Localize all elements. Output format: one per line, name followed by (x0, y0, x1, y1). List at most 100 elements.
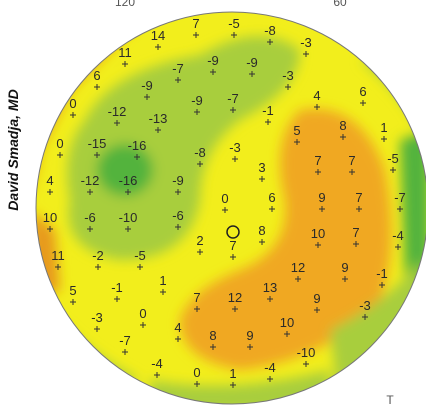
measure-point (231, 32, 237, 38)
measure-point (175, 189, 181, 195)
map-value: -16 (128, 138, 147, 153)
map-value: 10 (43, 210, 57, 225)
measure-point (114, 296, 120, 302)
map-value: 0 (56, 136, 63, 151)
map-value: -9 (141, 78, 153, 93)
map-value: -7 (227, 91, 239, 106)
map-value: 13 (263, 280, 277, 295)
measure-point (230, 254, 236, 260)
measure-point (94, 152, 100, 158)
credit-strip (0, 0, 30, 412)
map-value: 6 (93, 68, 100, 83)
map-value: 14 (151, 28, 165, 43)
map-value: 7 (229, 238, 236, 253)
measure-point (160, 289, 166, 295)
map-value: -10 (119, 210, 138, 225)
measure-point (379, 282, 385, 288)
map-value: -8 (264, 23, 276, 38)
map-value: 8 (339, 118, 346, 133)
measure-point (319, 206, 325, 212)
map-value: 2 (196, 233, 203, 248)
map-value: 1 (159, 273, 166, 288)
map-value: -10 (297, 345, 316, 360)
measure-point (134, 154, 140, 160)
map-value: -6 (84, 210, 96, 225)
map-value: -6 (172, 208, 184, 223)
map-value: 9 (246, 328, 253, 343)
measure-point (154, 372, 160, 378)
measure-point (267, 39, 273, 45)
measure-point (210, 69, 216, 75)
measure-point (55, 264, 61, 270)
measure-point (315, 242, 321, 248)
measure-point (155, 127, 161, 133)
measure-point (340, 134, 346, 140)
map-value: 9 (313, 291, 320, 306)
map-value: 6 (268, 190, 275, 205)
measure-point (259, 176, 265, 182)
measure-point (314, 307, 320, 313)
map-value: -13 (149, 111, 168, 126)
map-value: 5 (69, 283, 76, 298)
measure-point (95, 264, 101, 270)
map-value: -1 (262, 103, 274, 118)
map-value: 12 (228, 290, 242, 305)
measure-point (259, 239, 265, 245)
pupil-marker (226, 225, 240, 239)
map-value: -12 (108, 104, 127, 119)
measure-point (94, 84, 100, 90)
map-value: -7 (394, 190, 406, 205)
measure-point (114, 120, 120, 126)
measure-point (230, 382, 236, 388)
map-value: -16 (119, 173, 138, 188)
map-value: -7 (172, 61, 184, 76)
map-value: 7 (314, 153, 321, 168)
measure-point (265, 119, 271, 125)
map-value: 4 (46, 173, 53, 188)
measure-point (230, 107, 236, 113)
measure-point (284, 331, 290, 337)
measure-point (210, 344, 216, 350)
map-value: 10 (311, 226, 325, 241)
map-value: 11 (51, 248, 65, 263)
map-value: 7 (352, 225, 359, 240)
map-value: 7 (355, 190, 362, 205)
map-value: -1 (376, 266, 388, 281)
map-value: -4 (392, 228, 404, 243)
measure-point (197, 161, 203, 167)
map-value: -9 (207, 53, 219, 68)
measure-point (47, 226, 53, 232)
map-value: -9 (246, 55, 258, 70)
measure-point (144, 94, 150, 100)
map-value: 0 (193, 365, 200, 380)
map-value: -5 (134, 248, 146, 263)
measure-point (285, 84, 291, 90)
map-value: 9 (318, 190, 325, 205)
map-value: 7 (193, 290, 200, 305)
edge-label: 60 (333, 0, 347, 9)
measure-point (47, 189, 53, 195)
measure-point (232, 156, 238, 162)
map-value: 0 (221, 191, 228, 206)
measure-point (303, 51, 309, 57)
measure-point (315, 169, 321, 175)
map-value: -1 (111, 280, 123, 295)
measure-point (353, 241, 359, 247)
measure-point (70, 299, 76, 305)
map-value: -3 (359, 298, 371, 313)
map-value: 1 (380, 120, 387, 135)
map-value: 1 (229, 366, 236, 381)
map-value: 4 (313, 88, 320, 103)
map-value: 11 (118, 45, 132, 60)
map-value: 7 (348, 153, 355, 168)
measure-point (232, 306, 238, 312)
map-value: 8 (209, 328, 216, 343)
measure-point (314, 104, 320, 110)
measure-point (356, 206, 362, 212)
map-value: 0 (69, 96, 76, 111)
map-outline (35, 11, 426, 405)
measure-point (395, 244, 401, 250)
measure-point (362, 314, 368, 320)
measure-point (269, 206, 275, 212)
